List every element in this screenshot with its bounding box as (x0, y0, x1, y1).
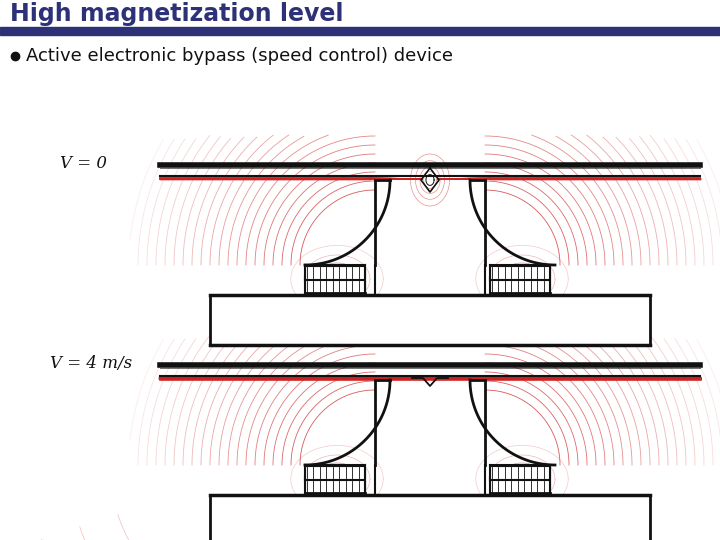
Text: High magnetization level: High magnetization level (10, 2, 343, 26)
Text: Active electronic bypass (speed control) device: Active electronic bypass (speed control)… (26, 47, 453, 65)
Bar (0, 28, 720, 30)
Bar (490, 480, 550, 493)
Bar (490, 466, 550, 479)
Bar (305, 266, 365, 279)
Bar (490, 266, 550, 279)
Text: V = 0: V = 0 (60, 154, 107, 172)
Bar (305, 466, 365, 479)
Bar (305, 480, 365, 493)
Bar (305, 280, 365, 293)
Bar (490, 280, 550, 293)
Text: V = 4 m/s: V = 4 m/s (50, 354, 132, 372)
Bar (210, 495, 650, 540)
Bar (0, 27, 720, 35)
Bar (210, 295, 650, 345)
